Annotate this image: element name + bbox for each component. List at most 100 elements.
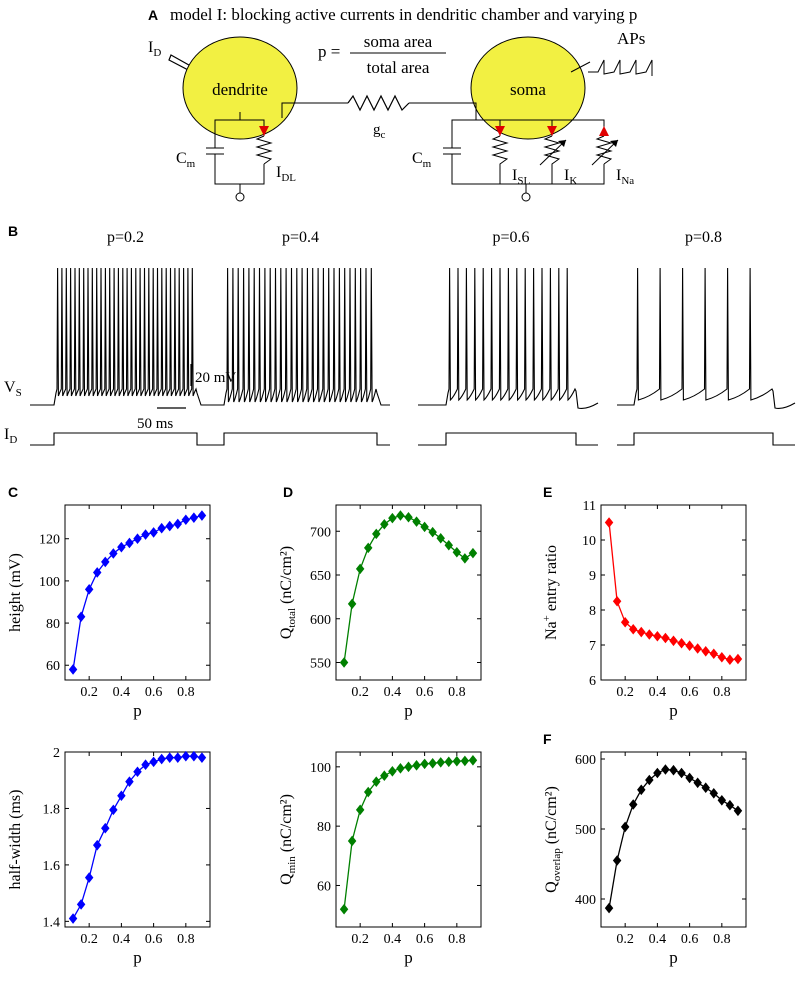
y-tick-label: 7 <box>589 639 596 654</box>
x-tick-label: 0.6 <box>416 685 434 700</box>
x-tick-label: 0.6 <box>145 685 163 700</box>
data-point <box>101 556 110 568</box>
x-tick-label: 0.6 <box>681 932 699 947</box>
data-point <box>468 547 478 559</box>
data-point <box>181 750 191 762</box>
current-step-trace <box>30 432 210 446</box>
plot-area <box>600 751 747 928</box>
y-tick-label: 1.8 <box>43 802 61 817</box>
y-tick-label: 60 <box>46 659 60 674</box>
ina-variable-arrow-icon <box>610 140 618 147</box>
plot-area <box>600 504 747 681</box>
chart-C_top: C 0.2 0.4 0.6 0.8 60 80 100 120 p height (mV) <box>7 484 211 720</box>
data-point <box>347 835 357 847</box>
data-point <box>380 770 389 782</box>
data-point <box>693 643 702 654</box>
panel-b: B p=0.2 p=0.4 p=0.6 p=0.8 VS ID 20 mV 50 ms <box>4 223 796 446</box>
data-point <box>197 752 207 763</box>
injection-label: ID <box>148 39 161 59</box>
data-point <box>363 786 373 798</box>
data-point <box>628 799 638 810</box>
data-point <box>92 839 102 851</box>
trace-label: p=0.2 <box>107 229 144 246</box>
y-tick-label: 400 <box>575 893 596 908</box>
time-scale-label: 50 ms <box>137 416 173 432</box>
data-point <box>109 804 118 816</box>
data-point <box>612 855 622 866</box>
data-point <box>717 794 727 806</box>
data-point <box>117 790 126 802</box>
data-point <box>76 611 86 623</box>
data-point <box>677 767 686 779</box>
x-tick-label: 0.2 <box>351 932 369 947</box>
y-tick-label: 700 <box>310 525 331 540</box>
data-point <box>685 772 694 784</box>
data-point <box>149 527 158 538</box>
cm-soma-label: Cm <box>412 150 432 170</box>
data-point <box>604 902 614 914</box>
series-line <box>343 514 474 663</box>
data-point <box>444 539 454 551</box>
panel-a: A model I: blocking active currents in d… <box>148 5 653 202</box>
trace-label: p=0.4 <box>282 229 319 246</box>
data-point <box>436 532 445 544</box>
chart-D_top: D 0.2 0.4 0.6 0.8 550 600 650 700 p Qtotal (nC/cm²… <box>278 484 482 720</box>
panel-letter: C <box>8 484 18 500</box>
data-point <box>396 763 405 774</box>
data-point <box>661 764 670 775</box>
data-point <box>412 760 421 771</box>
id-label: ID <box>4 426 17 446</box>
data-point <box>372 776 381 787</box>
panel-letter: D <box>283 484 293 500</box>
p-denominator: total area <box>367 58 430 77</box>
chart-C_bottom: 0.2 0.4 0.6 0.8 1.4 1.6 1.8 2 p half-width (ms) <box>7 746 211 967</box>
data-point <box>693 777 702 789</box>
series-line <box>72 755 203 919</box>
data-point <box>412 516 421 527</box>
data-point <box>404 511 413 523</box>
ina-label: INa <box>616 167 634 187</box>
x-tick-label: 0.8 <box>177 932 195 947</box>
data-point <box>436 757 445 768</box>
current-step-trace <box>210 432 390 446</box>
dendrite-compartment <box>182 36 298 140</box>
x-tick-label: 0.4 <box>113 685 131 700</box>
data-point <box>701 782 710 794</box>
data-point <box>363 542 373 554</box>
data-point <box>339 657 349 668</box>
x-tick-label: 0.4 <box>649 685 667 700</box>
ik-arrow-icon <box>547 126 557 136</box>
data-point <box>612 595 622 607</box>
x-tick-label: 0.4 <box>384 685 402 700</box>
x-tick-label: 0.4 <box>384 932 402 947</box>
data-point <box>637 784 646 796</box>
data-point <box>428 757 437 769</box>
data-point <box>709 787 719 799</box>
x-tick-label: 0.2 <box>616 932 634 947</box>
x-tick-label: 0.4 <box>649 932 667 947</box>
y-axis-label: half-width (ms) <box>7 790 24 890</box>
data-point <box>628 623 638 635</box>
data-point <box>452 546 462 558</box>
idl-label: IDL <box>276 164 296 184</box>
panel-letter: E <box>543 484 552 500</box>
y-tick-label: 9 <box>589 569 596 584</box>
data-point <box>460 755 470 767</box>
panel-letter-a: A <box>148 7 158 23</box>
series-line <box>343 759 473 910</box>
data-point <box>173 518 183 530</box>
isl-arrow-icon <box>495 126 505 136</box>
voltage-scale-label: 20 mV <box>195 370 236 386</box>
ik-label: IK <box>564 167 577 187</box>
data-point <box>733 805 743 817</box>
data-point <box>380 518 389 530</box>
panel-letter-b: B <box>8 223 18 239</box>
dendrite-label: dendrite <box>212 80 268 99</box>
data-point <box>460 553 470 564</box>
data-point <box>645 629 654 640</box>
x-tick-label: 0.6 <box>416 932 434 947</box>
data-point <box>396 510 405 521</box>
voltage-trace <box>210 267 390 406</box>
